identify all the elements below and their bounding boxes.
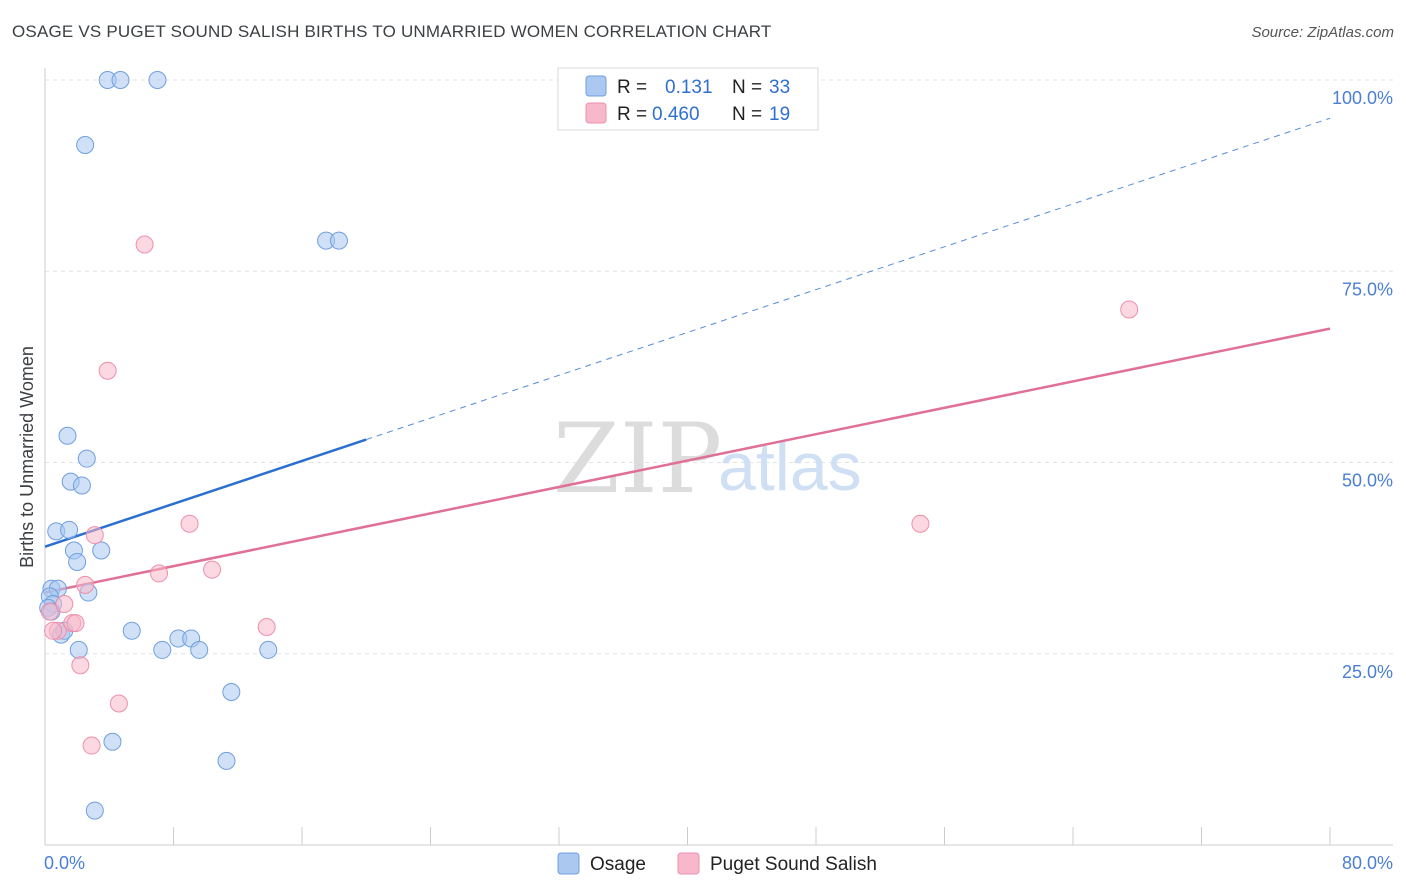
y-tick-label-75: 75.0% — [1342, 279, 1393, 299]
series-legend: Osage Puget Sound Salish — [557, 852, 877, 875]
legend-salish-r-value: 0.460 — [652, 104, 700, 125]
bottom-legend-salish-label: Puget Sound Salish — [710, 854, 877, 875]
legend-salish-n-value: 19 — [769, 104, 790, 125]
salish-point — [1120, 300, 1139, 319]
salish-point — [55, 595, 74, 614]
watermark-atlas: atlas — [718, 429, 862, 505]
salish-point — [109, 694, 128, 713]
x-tick-min: 0.0% — [44, 853, 85, 873]
y-tick-label-25: 25.0% — [1342, 662, 1393, 682]
osage-point — [76, 136, 95, 155]
osage-trend-extrapolated — [366, 117, 1331, 441]
bottom-legend-osage-swatch — [557, 852, 580, 875]
bottom-legend-osage-label: Osage — [590, 854, 646, 875]
salish-point — [98, 361, 117, 380]
osage-point — [259, 640, 278, 659]
osage-point — [77, 449, 96, 468]
y-tick-label-50: 50.0% — [1342, 471, 1393, 491]
trend-lines — [44, 117, 1331, 594]
salish-point — [71, 656, 90, 675]
osage-point — [72, 476, 91, 495]
y-tick-label-100: 100.0% — [1332, 88, 1393, 108]
osage-point — [68, 552, 87, 571]
osage-point — [85, 801, 104, 820]
salish-point — [150, 564, 169, 583]
x-tick-max: 80.0% — [1342, 853, 1393, 873]
salish-point — [76, 575, 95, 594]
osage-point — [103, 732, 122, 751]
salish-point — [257, 617, 276, 636]
legend-osage-swatch — [585, 75, 607, 97]
source-label: Source: ZipAtlas.com — [1251, 24, 1394, 41]
salish-point — [82, 736, 101, 755]
legend-osage-n-value: 33 — [769, 77, 790, 98]
salish-trend-line — [44, 327, 1331, 594]
osage-point — [153, 640, 172, 659]
salish-point — [40, 602, 59, 621]
axes — [44, 68, 1393, 846]
osage-point — [222, 683, 241, 701]
grid-lines — [45, 79, 1393, 655]
data-points — [39, 71, 1139, 820]
salish-point — [66, 614, 85, 633]
osage-point — [190, 640, 209, 659]
y-tick-labels: 25.0% 50.0% 75.0% 100.0% — [1332, 88, 1393, 682]
legend-osage-n-label: N = — [732, 77, 762, 98]
salish-point — [85, 526, 104, 545]
osage-point — [122, 621, 141, 640]
watermark: ZIP atlas — [553, 403, 862, 515]
y-axis-label: Births to Unmarried Women — [17, 346, 37, 568]
osage-point — [58, 426, 77, 445]
salish-point — [135, 235, 154, 254]
osage-point — [60, 520, 79, 539]
salish-point — [44, 621, 63, 640]
salish-point — [203, 560, 222, 579]
stats-legend: R = 0.131 N = 33 R = 0.460 N = 19 — [557, 67, 819, 131]
osage-point — [111, 71, 130, 89]
osage-point — [217, 751, 236, 770]
legend-salish-r-label: R = — [617, 104, 647, 125]
legend-osage-r-value: 0.131 — [665, 77, 713, 98]
bottom-legend-salish-swatch — [677, 852, 700, 875]
legend-salish-swatch — [585, 102, 607, 124]
osage-point — [92, 541, 111, 560]
chart-title: OSAGE VS PUGET SOUND SALISH BIRTHS TO UN… — [12, 22, 772, 41]
legend-salish-n-label: N = — [732, 104, 762, 125]
osage-point — [329, 231, 348, 250]
legend-osage-r-label: R = — [617, 77, 647, 98]
salish-point — [911, 514, 930, 533]
osage-point — [69, 640, 88, 659]
salish-point — [180, 514, 199, 533]
osage-point — [148, 71, 167, 89]
